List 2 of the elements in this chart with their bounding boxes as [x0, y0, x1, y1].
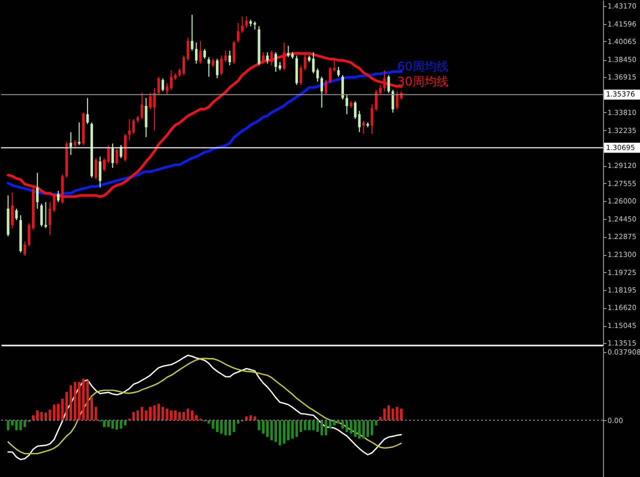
series-label: 30周均线 [397, 74, 449, 88]
series-label: 60周均线 [397, 60, 449, 74]
